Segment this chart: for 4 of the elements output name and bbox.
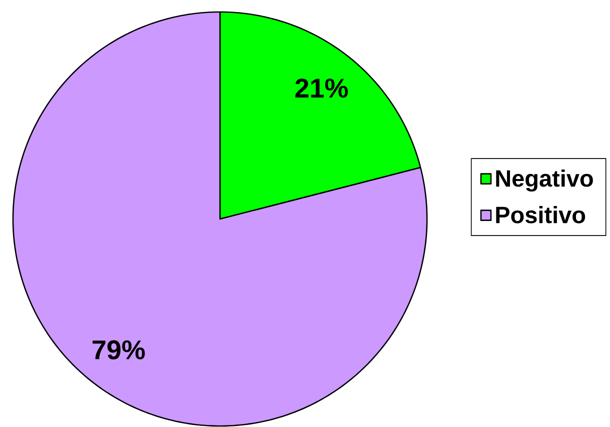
data-label: 21%: [295, 78, 348, 98]
legend-label: Negativo: [496, 170, 593, 192]
legend-label: Positivo: [496, 206, 586, 224]
data-label: 79%: [92, 340, 145, 360]
